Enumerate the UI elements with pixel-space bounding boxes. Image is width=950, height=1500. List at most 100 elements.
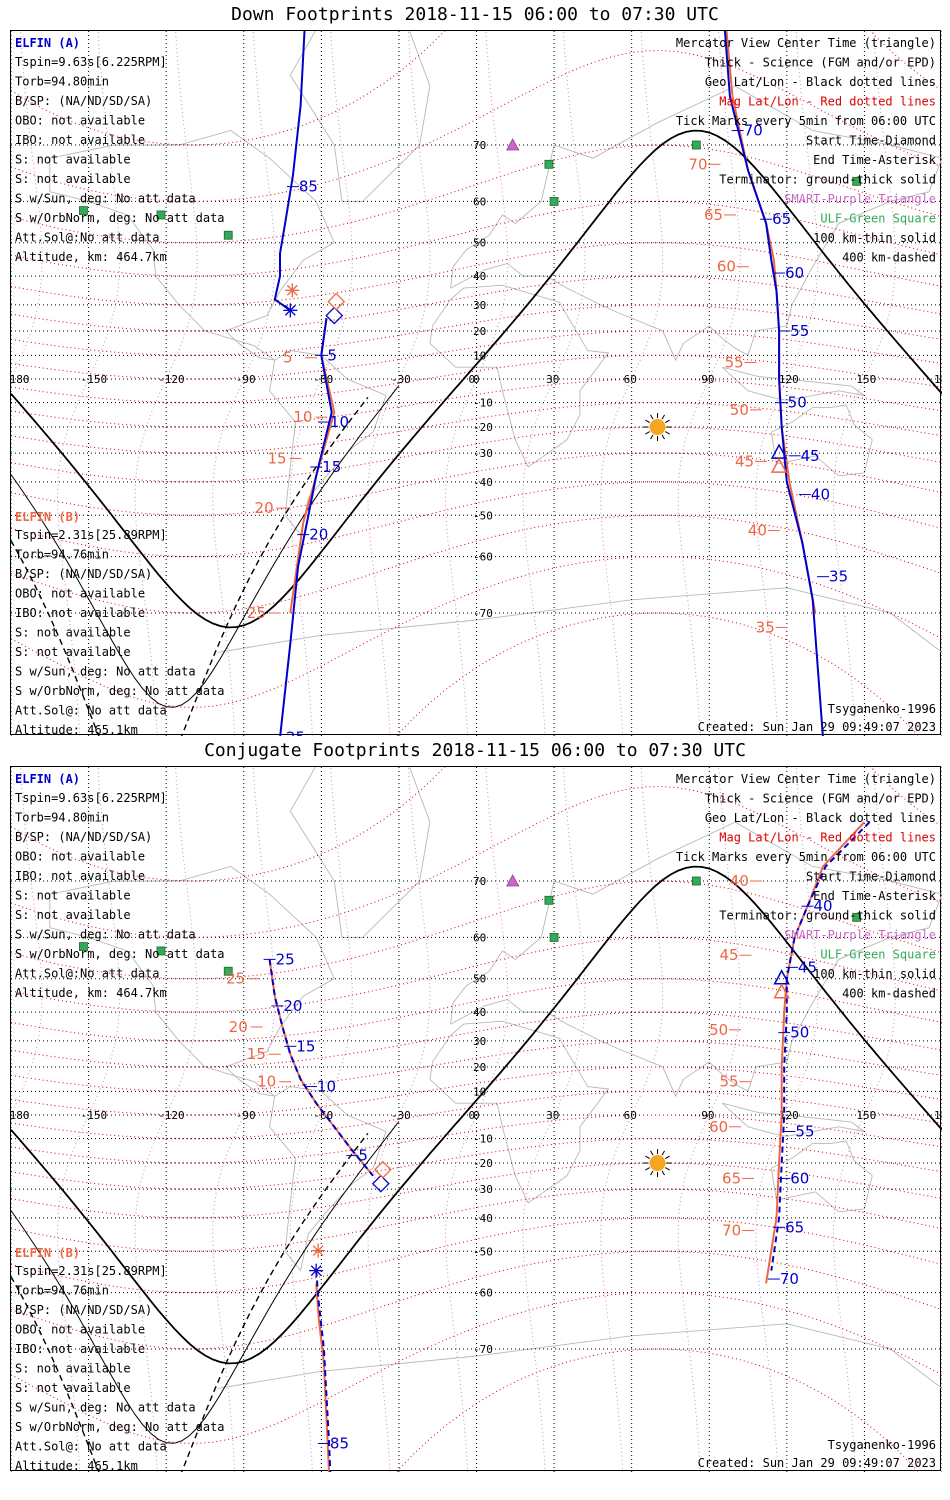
lat-tick-label: 20 (473, 1061, 486, 1074)
axis-labels: -180-150-120-90-60-300306090120150180706… (11, 139, 942, 620)
track-elfin-a-right-label: 65 (785, 1218, 804, 1236)
lon-tick-label: -120 (158, 373, 185, 386)
terminator-400km (11, 1132, 369, 1472)
track-elfin-a-south-label: 5 (327, 346, 337, 364)
lon-tick-label: -30 (391, 1109, 411, 1122)
track-elfin-b-right-label: 65 (704, 206, 723, 224)
mag-grid (11, 31, 942, 736)
lon-tick-label: 30 (546, 1109, 559, 1122)
lat-tick-label: 70 (473, 139, 486, 152)
lon-tick-label: -90 (236, 1109, 256, 1122)
mag-latitude-line (11, 354, 942, 404)
lat-tick-label: -40 (473, 476, 493, 489)
coastline-4 (770, 404, 873, 477)
mag-latitude-line (11, 242, 942, 306)
coastlines (49, 31, 942, 653)
legend-entry: Terminator: ground-thick solid (719, 909, 936, 923)
legend-entry: ULF-Green Square (820, 948, 936, 962)
coastline-7 (217, 587, 942, 653)
terminator-400km (11, 396, 369, 736)
legend-entry: Start Time-Diamond (806, 134, 936, 148)
elfin-a-info-line: S w/OrbNorm, deg: No att data (15, 947, 225, 961)
lat-tick-label: -20 (473, 421, 493, 434)
track-elfin-a-right-label: 45 (801, 447, 820, 465)
end-asterisk-b (311, 1243, 326, 1258)
ulf-site-marker (156, 946, 166, 956)
ulf-site-marker (549, 197, 559, 206)
elfin-a-info-line: B/SP: (NA/ND/SD/SA) (15, 94, 152, 108)
legend-entry: Tick Marks every 5min from 06:00 UTC (676, 114, 936, 128)
text-overlays: ELFIN (A) Tspin=9.63s[6.225RPM] Torb=94.80… (15, 772, 937, 1472)
legend-entry: 100 km-thin solid (813, 231, 936, 245)
track-elfin-a-left (268, 959, 374, 1177)
track-elfin-b-left-label: 25 (247, 604, 266, 622)
elfin-a-info-line: S: not available (15, 172, 131, 186)
terminator-100km (11, 1121, 400, 1444)
track-elfin-b-left-label: 15 (247, 1045, 266, 1063)
elfin-a-info-line: S w/Sun, deg: No att data (15, 192, 196, 206)
elfin-b-info-line: S: not available (15, 645, 131, 659)
coastline-1 (269, 350, 387, 536)
elfin-a-info-line: OBO: not available (15, 114, 145, 128)
lat-tick-label: 40 (473, 270, 486, 283)
lon-tick-label: 30 (546, 373, 559, 386)
elfin-b-info-line: B/SP: (NA/ND/SD/SA) (15, 567, 152, 581)
lat-tick-label: 10 (473, 1085, 486, 1098)
sun-icon (643, 1149, 672, 1178)
track-elfin-a-right-label: 45 (798, 958, 817, 976)
mag-latitude-line (11, 452, 942, 516)
elfin-a-heading: ELFIN (A) (15, 772, 80, 786)
terminator (11, 865, 942, 1472)
lon-tick-label: 180 (934, 373, 942, 386)
lon-tick-label: 150 (856, 1109, 876, 1122)
track-elfin-a-left-label: 85 (299, 178, 318, 196)
smart-site-marker (506, 138, 520, 151)
mag-longitude-line (677, 31, 741, 736)
map-frame-conjugate: -180-150-120-90-60-300306090120150180706… (10, 766, 942, 1472)
mag-latitude-line (11, 1090, 942, 1140)
elfin-b-info-line: S w/Sun, deg: No att data (15, 665, 196, 679)
lat-tick-label: 70 (473, 875, 486, 888)
elfin-b-info-line: S: not available (15, 626, 131, 640)
track-elfin-a-left-label: 20 (283, 997, 302, 1015)
lat-tick-label: 20 (473, 325, 486, 338)
model-name: Tsyganenko-1996 (828, 1438, 936, 1452)
elfin-b-info-line: S w/OrbNorm, deg: No att data (15, 684, 225, 698)
mag-latitude-line (11, 426, 942, 483)
track-elfin-b-left-label: 20 (229, 1018, 248, 1036)
elfin-a-info-line: IBO: not available (15, 869, 145, 883)
ulf-site-marker (79, 942, 88, 951)
mag-latitude-line (11, 1011, 942, 1068)
legend-entry: ULF-Green Square (820, 212, 936, 226)
lon-tick-label: -30 (391, 373, 411, 386)
track-elfin-a-right-label: 55 (795, 1123, 814, 1141)
elfin-a-info-line: Att.Sol@:No att data (15, 967, 160, 981)
track-elfin-a-right-label: 55 (790, 322, 809, 340)
text-overlays: ELFIN (A) Tspin=9.63s[6.225RPM] Torb=94.80… (15, 36, 937, 736)
track-elfin-b-right-label: 45 (735, 452, 754, 470)
lon-tick-label: 0 (469, 1109, 476, 1122)
track-elfin-b-right-label: 65 (722, 1169, 741, 1187)
legend-entry: End Time-Asterisk (813, 153, 937, 167)
track-elfin-a-south-label: 20 (309, 526, 328, 544)
track-elfin-a-south-label: 25 (286, 729, 305, 736)
lat-tick-label: 0 (473, 1109, 480, 1122)
lat-tick-label: -10 (473, 1133, 493, 1146)
lat-tick-label: 50 (473, 237, 486, 250)
elfin-b-heading: ELFIN (B) (15, 510, 80, 524)
elfin-a-info-line: S w/Sun, deg: No att data (15, 928, 196, 942)
track-elfin-b-right-label: 45 (719, 946, 738, 964)
ulf-site-marker (79, 206, 88, 215)
start-diamond-b (373, 1160, 392, 1179)
elfin-a-info-line: S: not available (15, 908, 131, 922)
lon-tick-label: 120 (779, 373, 799, 386)
legend-entry: Mercator View Center Time (triangle) (676, 772, 936, 786)
mag-latitude-line (11, 378, 942, 428)
coastline-1 (269, 1086, 387, 1272)
elfin-b-info-line: S w/OrbNorm, deg: No att data (15, 1420, 225, 1434)
track-elfin-a-right-label: 40 (811, 486, 830, 504)
legend-entry: Thick - Science (FGM and/or EPD) (705, 792, 936, 806)
lon-tick-label: -60 (313, 373, 333, 386)
lon-tick-label: 90 (701, 373, 714, 386)
track-elfin-b-right-label: 40 (730, 872, 749, 890)
